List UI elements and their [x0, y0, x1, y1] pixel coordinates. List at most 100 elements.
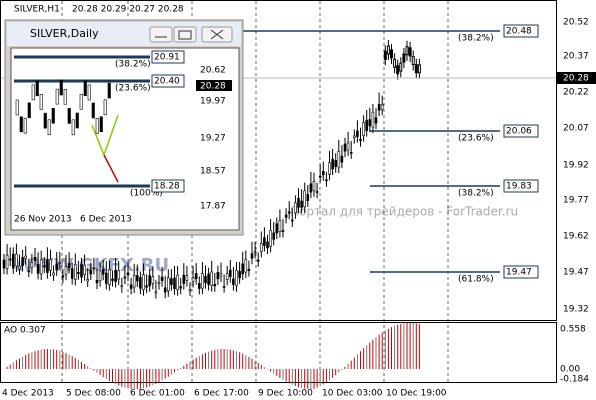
candle-body — [24, 255, 28, 259]
candle-body — [402, 53, 406, 63]
inset-price-tick: 18.57 — [200, 167, 226, 177]
window-title: SILVER,Daily — [30, 27, 99, 40]
candle-body — [408, 47, 412, 57]
candle-body — [247, 268, 251, 271]
candle-body — [18, 266, 21, 270]
watermark: Портал для трейдеров - ForTrader.ru — [290, 205, 518, 219]
candle-body — [216, 272, 220, 280]
candle-body — [219, 273, 223, 277]
inset-drop — [103, 154, 119, 183]
candle-body — [210, 271, 213, 286]
candle-body — [194, 273, 198, 280]
candle-body — [8, 258, 12, 261]
candle-body — [191, 277, 195, 282]
candle-body — [21, 257, 24, 266]
candle-body — [148, 275, 151, 287]
inset-candle — [31, 84, 35, 101]
candle-body — [98, 270, 102, 281]
inset-candle — [47, 119, 51, 136]
candle-body — [253, 251, 257, 254]
watermark-2: WWW.GKFX.RU — [14, 255, 169, 276]
candle-body — [27, 270, 31, 273]
candle-body — [120, 285, 124, 288]
candle-body — [126, 272, 130, 276]
minimize-button[interactable] — [149, 26, 173, 43]
time-label: 5 Dec 08:00 — [66, 389, 121, 399]
candle-body — [300, 200, 303, 208]
inset-candle — [15, 99, 19, 116]
fib-price: 19.47 — [506, 268, 532, 278]
candle-body — [281, 230, 285, 232]
candle-body — [145, 285, 148, 288]
candle-body — [334, 160, 338, 168]
time-label: 9 Dec 10:00 — [258, 389, 313, 399]
candle-body — [275, 223, 279, 234]
candle-body — [386, 45, 390, 55]
fib-percent: (38.2%) — [458, 34, 494, 44]
candle-body — [154, 291, 158, 294]
candle-body — [368, 119, 372, 127]
candle-body — [340, 155, 344, 163]
candle-body — [399, 62, 403, 72]
time-label: 6 Dec 17:00 — [194, 389, 249, 399]
fib-price: 20.06 — [506, 127, 532, 137]
candle-body — [356, 130, 359, 137]
candle-body — [371, 111, 375, 128]
candle-body — [36, 264, 40, 274]
candle-body — [39, 259, 43, 275]
candle-body — [244, 259, 248, 273]
candle-body — [139, 277, 142, 289]
candle-body — [297, 198, 300, 208]
inset-candle — [39, 94, 43, 110]
candle-body — [331, 158, 334, 170]
time-label: 10 Dec 03:00 — [322, 389, 383, 399]
indicator-name: AO 0.307 — [4, 326, 46, 336]
inset-candle — [59, 79, 63, 96]
candle-body — [405, 46, 409, 56]
candle-body — [346, 142, 350, 151]
inset-fib-box — [151, 50, 185, 64]
maximize-button[interactable] — [173, 26, 197, 43]
candle-body — [204, 276, 207, 283]
candle-body — [108, 269, 111, 285]
inset-candle — [107, 82, 111, 99]
inset-date: 6 Dec 2013 — [80, 215, 132, 225]
inset-candle — [19, 116, 23, 133]
candle-body — [321, 171, 325, 176]
inset-candle — [95, 117, 99, 134]
price-tick: 19.47 — [563, 268, 589, 278]
candle-body — [157, 282, 161, 284]
fib-percent: (61.8%) — [458, 275, 494, 285]
inset-candle — [51, 107, 55, 124]
fib-price-box — [503, 179, 539, 193]
candle-body — [312, 181, 316, 192]
candle-body — [256, 259, 260, 262]
window-icons — [155, 29, 224, 40]
indicator-tick: -0.184 — [560, 375, 589, 385]
inset-current-box — [196, 80, 232, 91]
candle-body — [359, 138, 362, 141]
candle-body — [272, 232, 276, 240]
candle-body — [266, 241, 269, 249]
candle-body — [49, 259, 52, 271]
candle-body — [284, 214, 288, 218]
inset-candle — [75, 112, 79, 129]
candle-body — [374, 117, 378, 124]
price-tick: 19.77 — [563, 196, 589, 206]
inset-fib-percent: (100%) — [130, 189, 163, 199]
candle-body — [46, 258, 49, 273]
fib-percent: (38.2%) — [458, 189, 494, 199]
inset-candle — [79, 93, 83, 110]
price-tick: 19.32 — [563, 305, 589, 315]
inset-fib-box — [151, 179, 185, 193]
fib-percent: (23.6%) — [458, 134, 494, 144]
candle-body — [343, 143, 347, 152]
inset-current-price: 20.28 — [200, 82, 226, 92]
candle-body — [151, 276, 155, 284]
inset-price-tick: 19.97 — [200, 97, 226, 107]
inset-window[interactable]: SILVER,Daily 20.62 19.97 19.27 18.57 17.87 20… — [4, 19, 244, 236]
current-price: 20.28 — [563, 74, 589, 84]
candle-body — [80, 264, 83, 278]
inset-fib-box — [151, 74, 185, 88]
inset-candle — [27, 102, 31, 119]
